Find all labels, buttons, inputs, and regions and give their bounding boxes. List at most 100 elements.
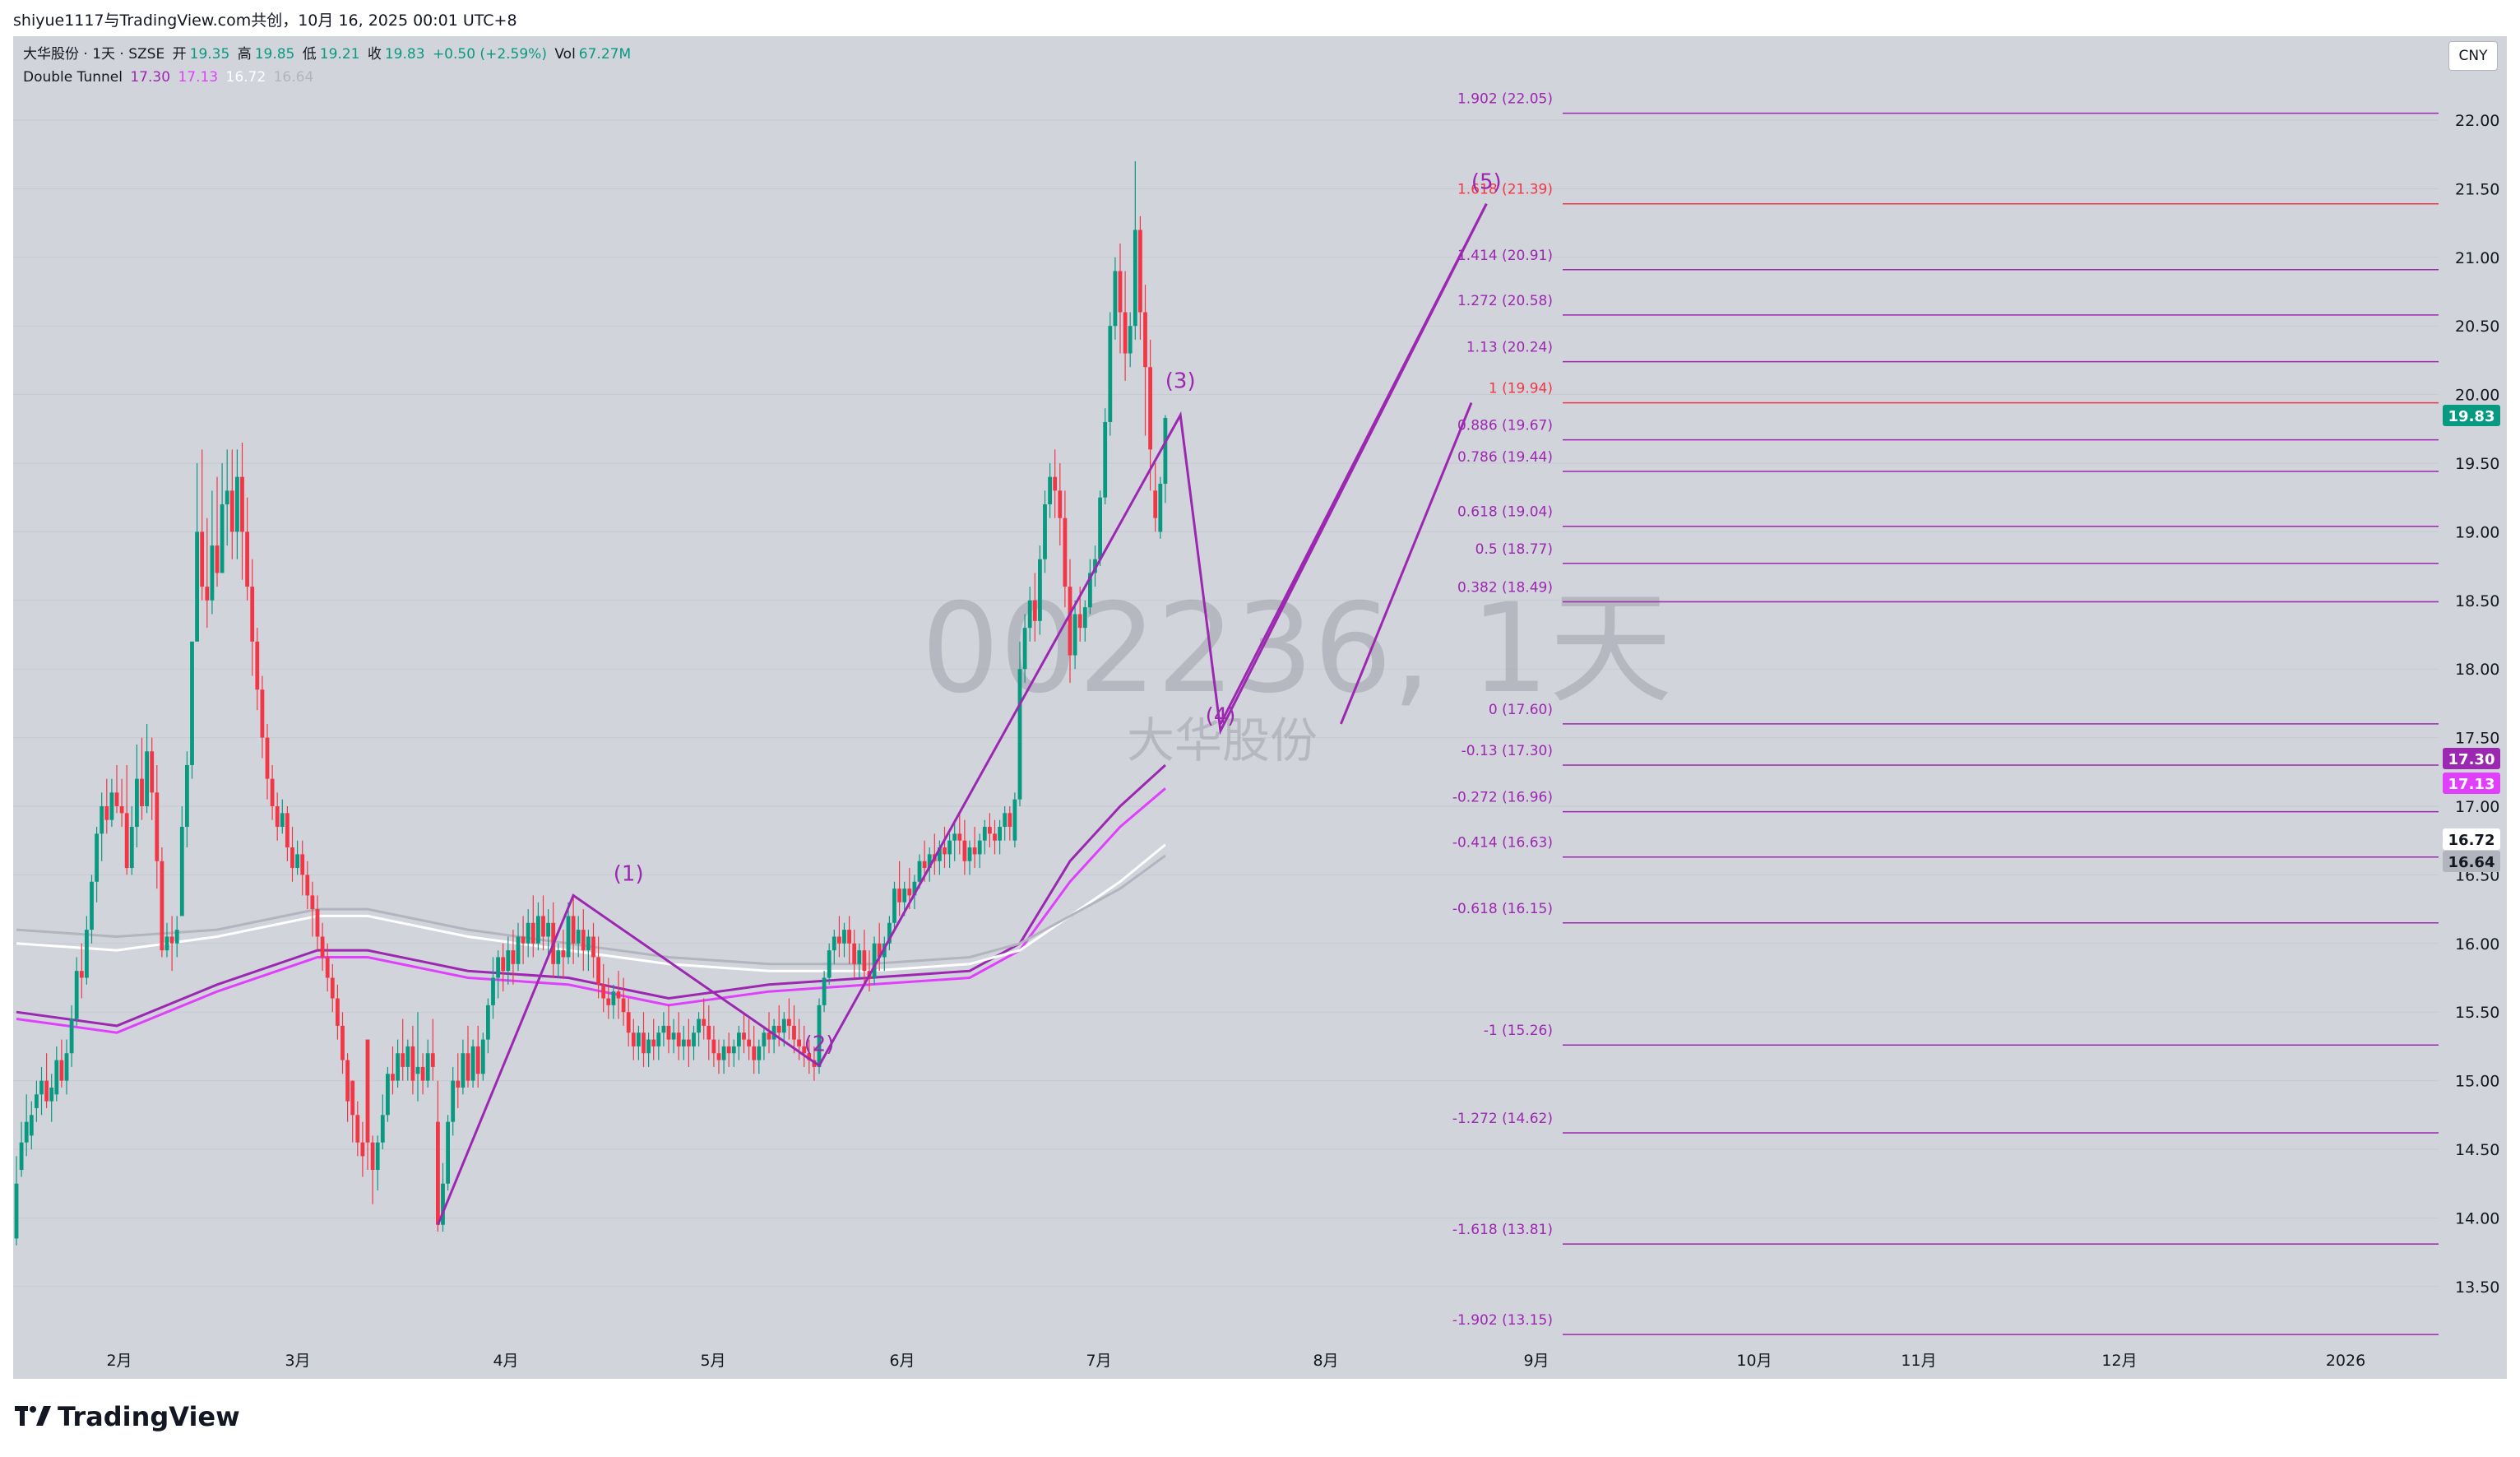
y-axis-tick-label: 20.50 xyxy=(2455,318,2499,336)
candle-body xyxy=(697,1019,701,1033)
candle-body xyxy=(145,751,149,806)
x-axis-tick-label: 11月 xyxy=(1901,1352,1936,1370)
wave-label: (4) xyxy=(1206,704,1236,729)
y-axis-tick-label: 20.00 xyxy=(2455,387,2499,405)
x-axis-tick-label: 2月 xyxy=(106,1352,132,1370)
candle-body xyxy=(95,833,99,882)
legend-low: 19.21 xyxy=(319,46,360,63)
candle-body xyxy=(1048,476,1052,505)
candle-body xyxy=(787,1019,791,1026)
indicator-value-1: 17.30 xyxy=(130,69,171,86)
x-axis-tick-label: 12月 xyxy=(2101,1352,2137,1370)
y-axis-tick-label: 14.50 xyxy=(2455,1141,2499,1159)
candle-body xyxy=(957,833,962,841)
snapshot-title: shiyue1117与TradingView.com共创，10月 16, 202… xyxy=(13,12,517,30)
x-axis-tick-label: 6月 xyxy=(889,1352,915,1370)
candle-body xyxy=(1058,490,1063,518)
legend-symbol[interactable]: 大华股份 · 1天 · SZSE xyxy=(23,46,165,63)
candle-body xyxy=(601,984,606,999)
candle-body xyxy=(530,922,535,944)
tradingview-logo[interactable]: TradingView xyxy=(15,1399,240,1435)
candle-body xyxy=(491,977,495,1005)
candle-body xyxy=(466,1053,470,1081)
candle-body xyxy=(832,936,836,951)
candle-body xyxy=(752,1046,757,1060)
candle-body xyxy=(205,587,210,601)
candle-body xyxy=(887,922,892,944)
y-axis-tick-label: 13.50 xyxy=(2455,1278,2499,1297)
candle-body xyxy=(596,957,600,985)
y-axis-tick-label: 21.50 xyxy=(2455,180,2499,198)
candle-body xyxy=(897,889,901,903)
candle-body xyxy=(245,531,249,587)
candle-body xyxy=(270,778,275,806)
candle-body xyxy=(797,1039,801,1046)
candle-body xyxy=(586,936,591,951)
candle-body xyxy=(54,1060,59,1095)
fib-level-label: -1.272 (14.62) xyxy=(1452,1111,1553,1127)
chart-pane[interactable] xyxy=(13,36,2507,1379)
candle-body xyxy=(155,792,160,861)
candle-body xyxy=(837,936,841,944)
candle-body xyxy=(626,1012,631,1033)
trend-channel-line xyxy=(1219,203,1488,725)
candle-body xyxy=(200,531,205,587)
candle-body xyxy=(857,950,862,964)
candle-body xyxy=(516,936,521,964)
candle-body xyxy=(511,950,516,964)
fib-level-label: -0.272 (16.96) xyxy=(1452,790,1553,806)
y-axis-tick-label: 18.50 xyxy=(2455,592,2499,610)
candle-body xyxy=(637,1032,641,1046)
candle-body xyxy=(1003,813,1008,828)
candle-body xyxy=(255,641,260,690)
candle-body xyxy=(943,847,947,855)
candle-body xyxy=(310,895,315,910)
candle-body xyxy=(174,930,179,944)
currency-button[interactable]: CNY xyxy=(2448,41,2498,71)
y-axis-tick-label: 17.00 xyxy=(2455,798,2499,816)
candle-body xyxy=(225,490,229,505)
fib-level-label: 0.886 (19.67) xyxy=(1457,418,1553,434)
fib-level-label: 0.618 (19.04) xyxy=(1457,504,1553,521)
candle-body xyxy=(85,930,89,978)
candle-body xyxy=(195,531,199,642)
candle-body xyxy=(977,840,982,855)
candle-body xyxy=(69,1019,74,1054)
candle-body xyxy=(109,792,114,820)
fib-level-label: -0.13 (17.30) xyxy=(1462,743,1553,759)
candle-body xyxy=(1082,607,1087,629)
candle-body xyxy=(982,827,987,841)
tradingview-wordmark: TradingView xyxy=(58,1401,240,1432)
candle-body xyxy=(952,833,957,841)
trend-channel-line xyxy=(1340,402,1473,725)
candle-body xyxy=(295,854,299,869)
candle-body xyxy=(430,1053,435,1067)
candle-body xyxy=(386,1074,390,1116)
candle-body xyxy=(1143,312,1147,368)
price-tag-label: 19.83 xyxy=(2448,408,2495,425)
candle-body xyxy=(290,847,294,869)
candle-body xyxy=(721,1046,726,1060)
candle-body xyxy=(280,813,285,828)
candle-body xyxy=(1158,484,1163,532)
candle-body xyxy=(461,1053,466,1088)
candle-body xyxy=(541,916,545,937)
candle-body xyxy=(325,957,330,978)
candle-body xyxy=(250,587,255,642)
candle-body xyxy=(1138,230,1142,313)
candle-body xyxy=(802,1046,807,1054)
candle-body xyxy=(410,1046,415,1081)
candle-body xyxy=(656,1032,661,1046)
candle-body xyxy=(757,1046,762,1060)
indicator-name[interactable]: Double Tunnel xyxy=(23,69,123,86)
candle-body xyxy=(1123,312,1128,354)
candle-body xyxy=(150,751,155,793)
candle-body xyxy=(215,545,220,573)
y-axis-tick-label: 22.00 xyxy=(2455,112,2499,130)
candle-body xyxy=(711,1039,716,1054)
legend-open-label: 开 xyxy=(172,46,187,63)
candle-body xyxy=(726,1046,731,1054)
